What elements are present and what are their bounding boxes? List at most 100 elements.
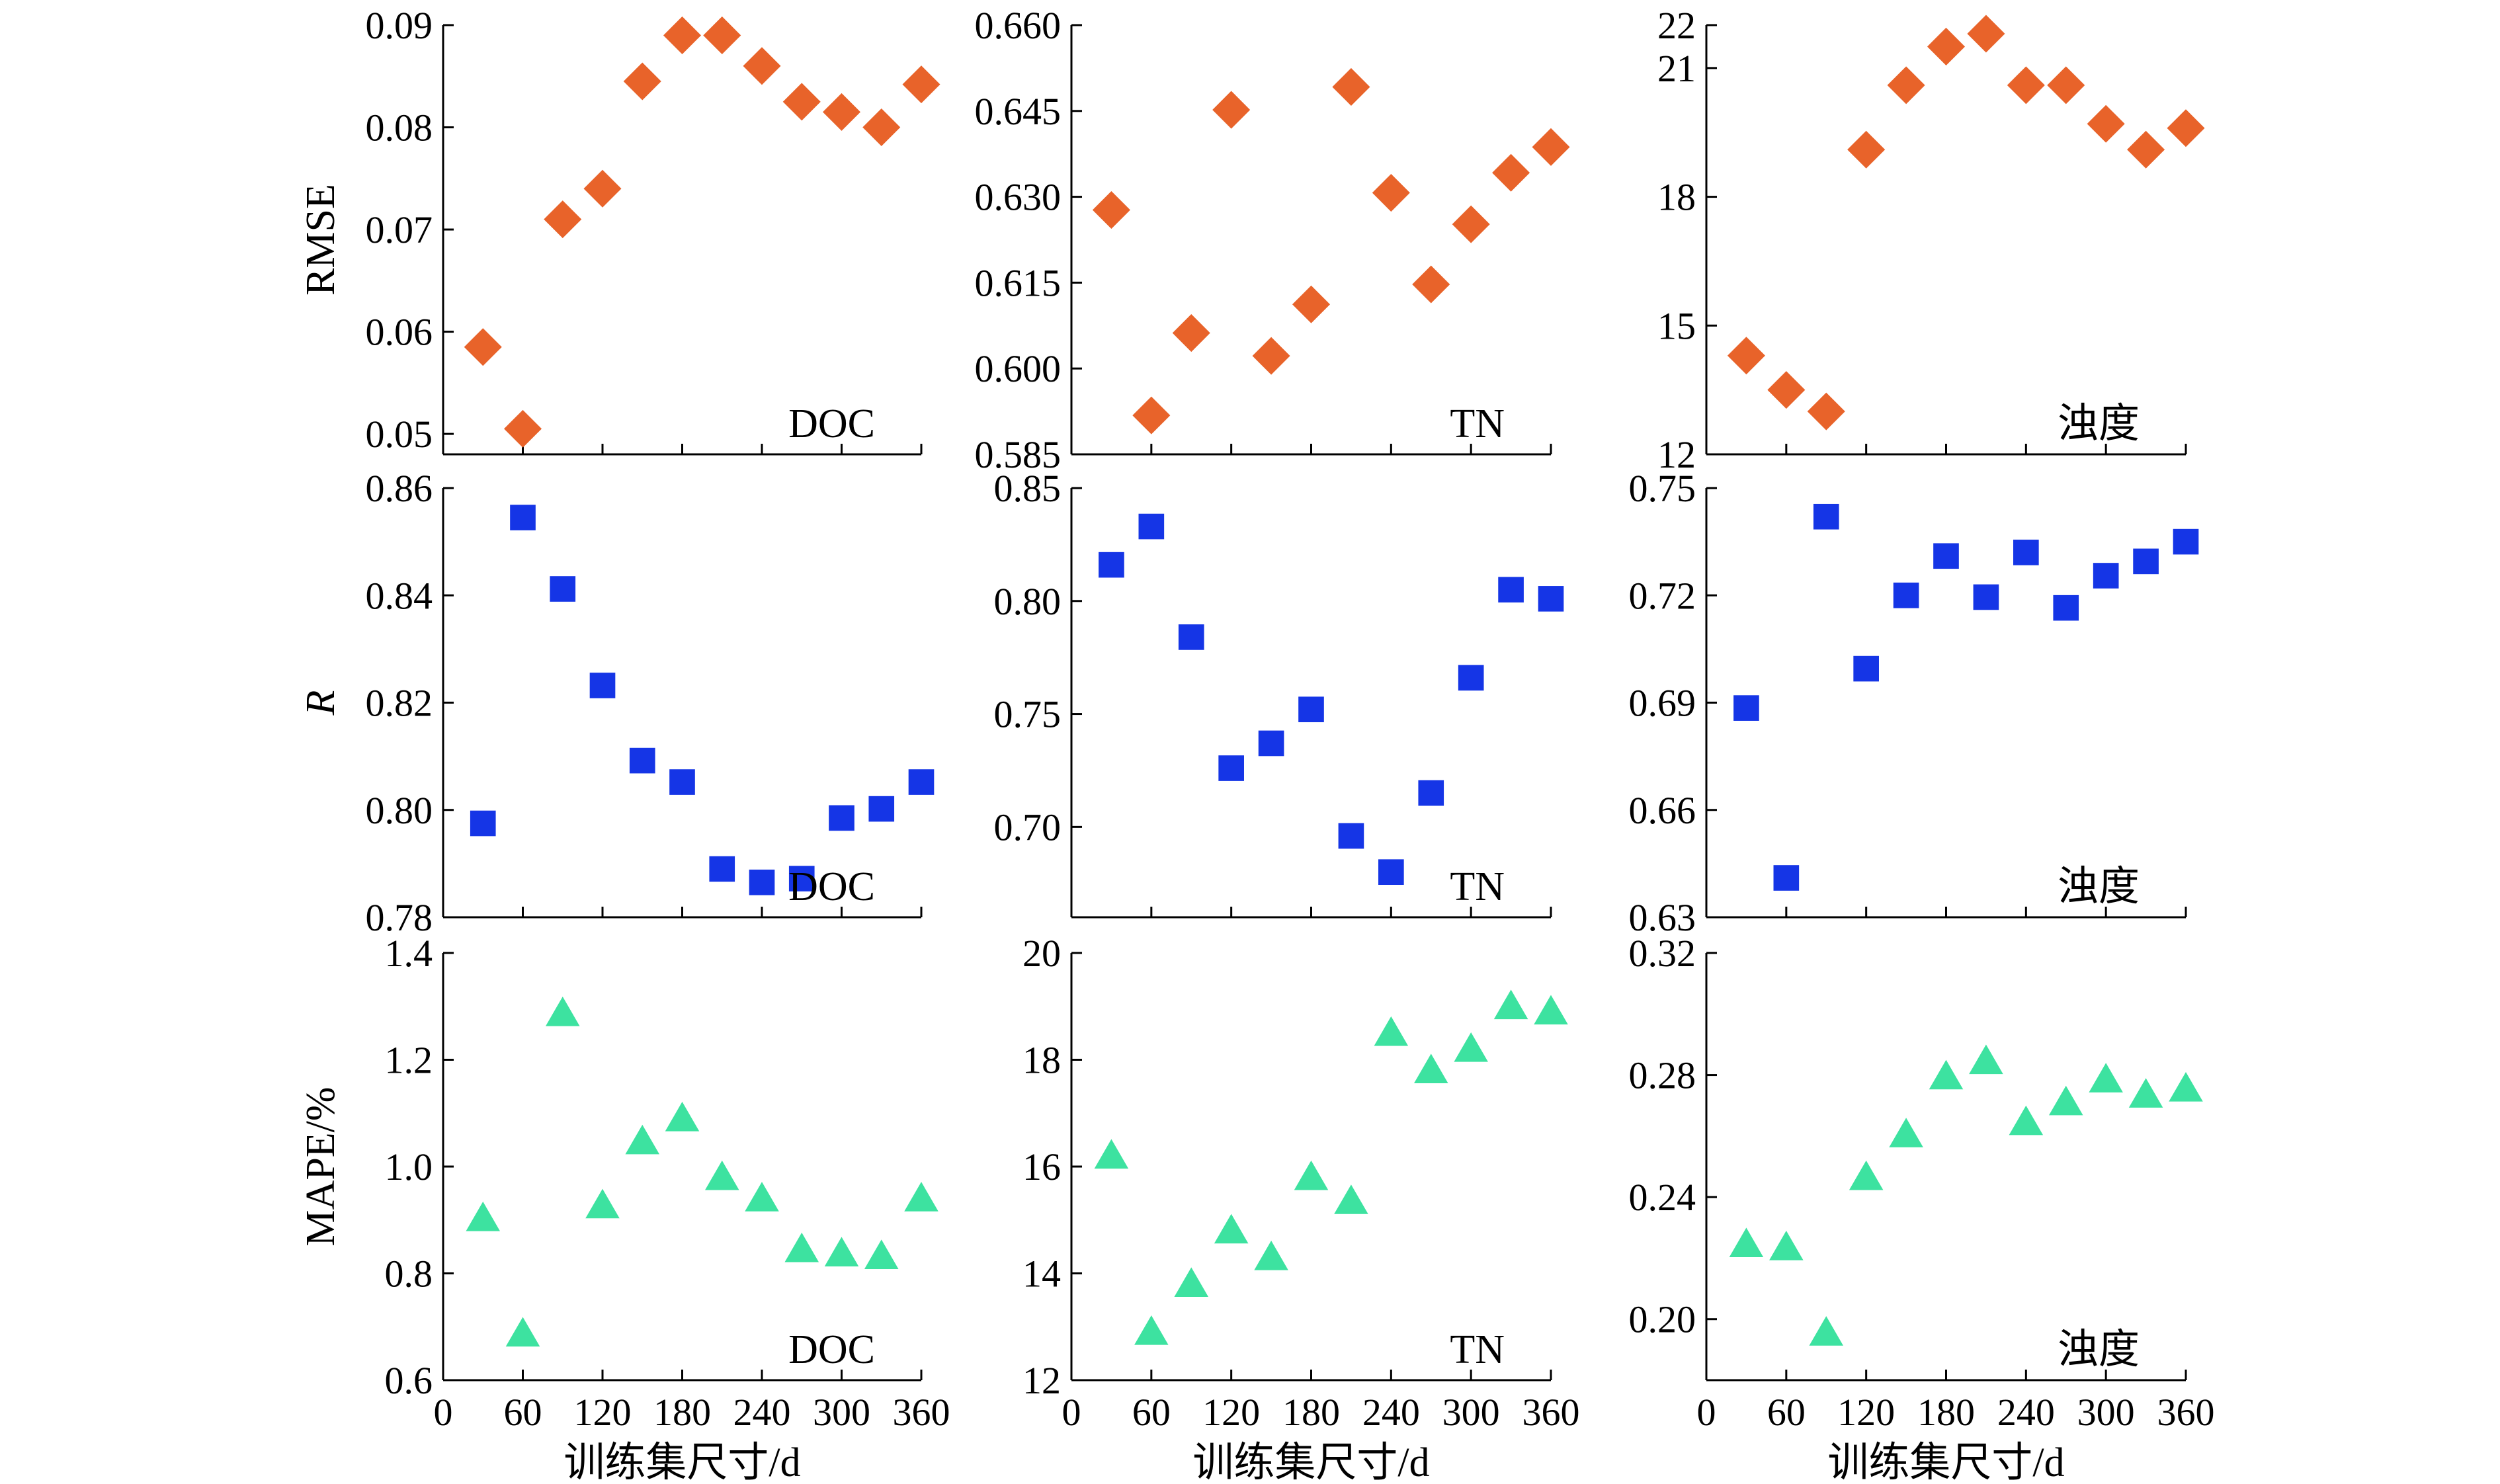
y-axis-title: R bbox=[298, 690, 343, 716]
data-point-diamond bbox=[1452, 205, 1490, 243]
data-point-square bbox=[788, 866, 815, 891]
data-point-triangle bbox=[2169, 1072, 2203, 1102]
data-point-triangle bbox=[824, 1237, 859, 1266]
y-tick-label: 22 bbox=[1657, 4, 1696, 47]
data-point-diamond bbox=[1132, 396, 1171, 434]
data-point-triangle bbox=[2009, 1105, 2044, 1135]
data-point-triangle bbox=[2128, 1078, 2163, 1108]
data-point-square bbox=[1138, 513, 1165, 540]
data-point-diamond bbox=[663, 16, 702, 54]
data-point-square bbox=[2133, 548, 2159, 575]
data-point-diamond bbox=[1212, 91, 1251, 129]
x-tick-label: 180 bbox=[1917, 1391, 1975, 1434]
x-axis-title: 训练集尺寸/d bbox=[1827, 1440, 2064, 1484]
data-point-square bbox=[1258, 730, 1284, 757]
data-point-diamond bbox=[2127, 130, 2165, 169]
data-point-square bbox=[1178, 624, 1204, 650]
panel-2-2: 0.20 0.24 0.28 0.32 0 60 120 180 240 300 360 浊度训练集尺… bbox=[1629, 932, 2215, 1484]
panel-label: TN bbox=[1450, 1327, 1505, 1372]
data-point-square bbox=[510, 505, 536, 530]
y-tick-label: 15 bbox=[1657, 304, 1696, 347]
data-point-diamond bbox=[1412, 265, 1450, 304]
panel-0-0: 0.05 0.06 0.07 0.08 0.09 DOC RMSE bbox=[298, 4, 940, 456]
data-point-triangle bbox=[1254, 1240, 1288, 1270]
y-tick-label: 18 bbox=[1657, 176, 1696, 219]
data-point-triangle bbox=[1294, 1160, 1329, 1190]
data-point-diamond bbox=[782, 83, 821, 121]
data-point-triangle bbox=[745, 1182, 779, 1212]
data-point-square bbox=[1458, 665, 1484, 691]
data-point-triangle bbox=[625, 1124, 660, 1155]
x-tick-label: 120 bbox=[1202, 1391, 1260, 1434]
data-point-square bbox=[2013, 540, 2039, 565]
x-tick-label: 180 bbox=[653, 1391, 711, 1434]
y-axis-title: MAPE/% bbox=[298, 1087, 343, 1246]
data-point-triangle bbox=[1769, 1230, 1804, 1260]
data-point-diamond bbox=[2047, 66, 2085, 104]
y-tick-label: 0.6 bbox=[385, 1359, 433, 1402]
data-point-square bbox=[868, 796, 895, 822]
panel-1-0: 0.78 0.80 0.82 0.84 0.86 DOC R bbox=[298, 467, 935, 939]
data-point-diamond bbox=[2007, 66, 2045, 104]
data-point-square bbox=[1298, 696, 1324, 723]
y-tick-label: 0.85 bbox=[994, 467, 1062, 510]
data-point-square bbox=[1099, 552, 1124, 578]
data-point-square bbox=[1378, 859, 1404, 886]
x-tick-label: 0 bbox=[1697, 1391, 1716, 1434]
data-point-diamond bbox=[1887, 66, 1925, 104]
data-point-square bbox=[1893, 582, 1919, 608]
y-tick-label: 0.630 bbox=[975, 176, 1062, 219]
y-tick-label: 0.28 bbox=[1629, 1054, 1696, 1097]
y-tick-label: 0.05 bbox=[366, 413, 433, 456]
data-point-triangle bbox=[1094, 1139, 1129, 1169]
x-axis-title: 训练集尺寸/d bbox=[1192, 1440, 1429, 1484]
data-point-square bbox=[1813, 503, 1839, 530]
data-point-triangle bbox=[2089, 1063, 2123, 1092]
y-tick-label: 0.86 bbox=[366, 467, 433, 510]
data-point-triangle bbox=[1214, 1214, 1249, 1244]
x-tick-label: 240 bbox=[1362, 1391, 1420, 1434]
data-point-diamond bbox=[1847, 130, 1886, 169]
data-point-diamond bbox=[1172, 314, 1210, 352]
x-tick-label: 0 bbox=[1062, 1391, 1081, 1434]
y-tick-label: 0.80 bbox=[366, 789, 433, 832]
x-tick-label: 300 bbox=[2077, 1391, 2135, 1434]
data-point-diamond bbox=[1767, 371, 1806, 409]
data-point-diamond bbox=[1492, 153, 1530, 192]
panel-label: TN bbox=[1450, 864, 1505, 909]
y-tick-label: 0.660 bbox=[975, 4, 1062, 47]
x-tick-label: 120 bbox=[574, 1391, 632, 1434]
data-point-square bbox=[2053, 595, 2079, 621]
x-tick-label: 300 bbox=[813, 1391, 870, 1434]
y-tick-label: 0.70 bbox=[994, 805, 1062, 848]
y-tick-label: 0.66 bbox=[1629, 789, 1696, 832]
data-point-square bbox=[1933, 543, 1959, 569]
y-tick-label: 0.75 bbox=[1629, 467, 1696, 510]
data-point-triangle bbox=[1849, 1160, 1884, 1190]
y-tick-label: 0.63 bbox=[1629, 896, 1696, 939]
data-point-diamond bbox=[464, 328, 502, 366]
data-point-diamond bbox=[2167, 109, 2205, 147]
data-point-diamond bbox=[1372, 174, 1410, 212]
data-point-diamond bbox=[2087, 104, 2125, 143]
y-tick-label: 0.32 bbox=[1629, 932, 1696, 975]
data-point-diamond bbox=[1927, 27, 1966, 65]
data-point-diamond bbox=[1092, 190, 1130, 229]
y-tick-label: 0.07 bbox=[366, 208, 433, 251]
data-point-square bbox=[629, 747, 655, 774]
panel-2-1: 12 14 16 18 20 0 60 120 180 240 300 360 TN 训练集尺寸/d bbox=[1022, 932, 1580, 1484]
y-tick-label: 0.585 bbox=[975, 433, 1062, 476]
y-tick-label: 14 bbox=[1022, 1253, 1061, 1296]
data-point-diamond bbox=[1332, 67, 1370, 106]
data-point-diamond bbox=[1967, 15, 2005, 53]
panel-label: 浊度 bbox=[2058, 401, 2140, 446]
data-point-diamond bbox=[1727, 337, 1765, 375]
x-tick-label: 0 bbox=[434, 1391, 453, 1434]
data-point-square bbox=[1498, 577, 1524, 603]
data-point-triangle bbox=[1969, 1044, 2003, 1075]
y-tick-label: 12 bbox=[1657, 433, 1696, 476]
data-point-square bbox=[1338, 823, 1364, 849]
data-point-diamond bbox=[1252, 337, 1290, 375]
x-tick-label: 360 bbox=[2157, 1391, 2215, 1434]
